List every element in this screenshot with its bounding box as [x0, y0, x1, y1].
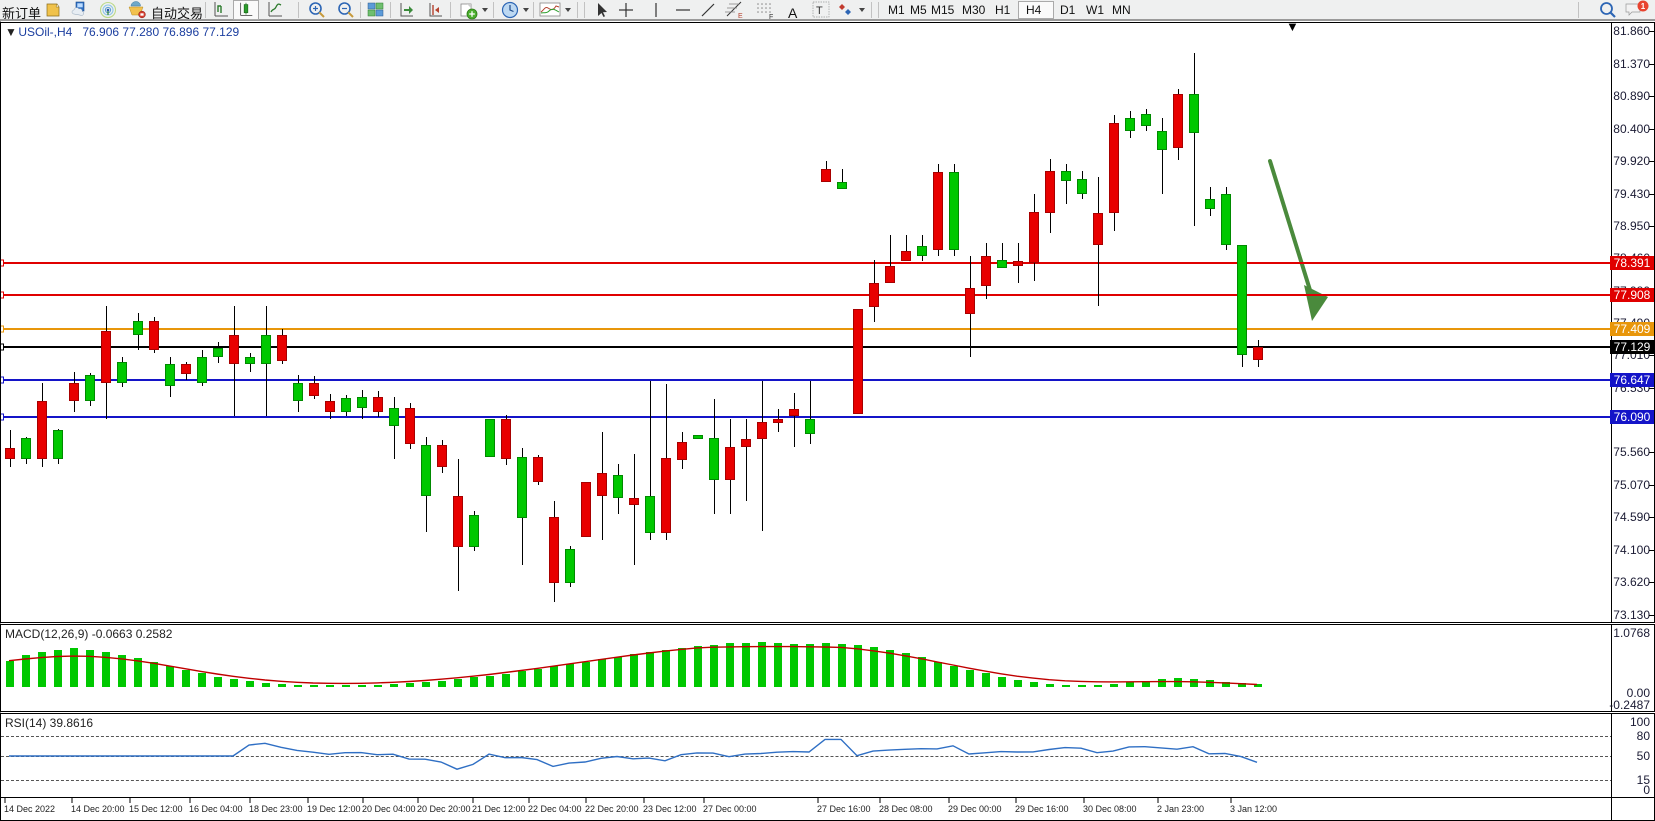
svg-text:T: T	[816, 5, 823, 17]
svg-text:E: E	[738, 13, 743, 20]
svg-text:1: 1	[1641, 2, 1646, 11]
